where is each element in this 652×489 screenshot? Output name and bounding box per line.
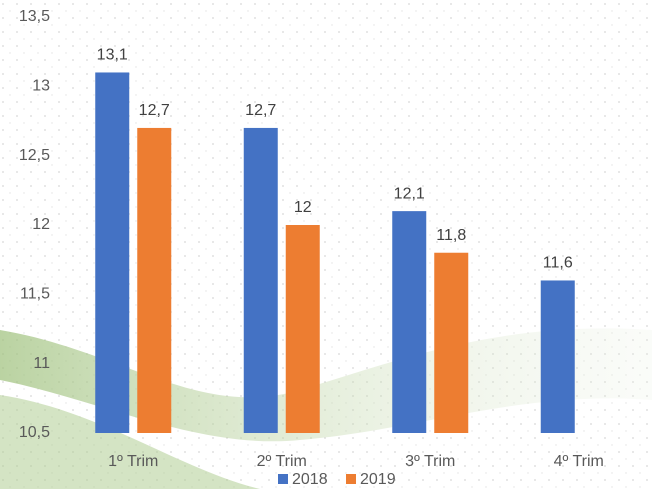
data-label: 13,1 xyxy=(97,47,128,64)
bar xyxy=(285,225,320,433)
bar xyxy=(540,280,575,433)
data-label: 11,8 xyxy=(436,227,466,244)
bar xyxy=(243,127,278,433)
x-tick-label: 4º Trim xyxy=(554,453,604,470)
bar xyxy=(95,72,130,433)
data-label: 12 xyxy=(294,199,312,216)
data-label: 12,1 xyxy=(394,185,425,202)
y-tick-label: 13,5 xyxy=(19,8,50,25)
background-wave xyxy=(0,395,260,489)
bar xyxy=(434,252,469,433)
data-label: 12,7 xyxy=(139,102,170,119)
y-tick-label: 12 xyxy=(32,216,50,233)
y-tick-label: 12,5 xyxy=(19,147,50,164)
data-label: 12,7 xyxy=(245,102,276,119)
x-tick-label: 3º Trim xyxy=(405,453,455,470)
y-tick-label: 11 xyxy=(33,355,50,372)
bar xyxy=(392,211,427,433)
x-tick-label: 1º Trim xyxy=(108,453,158,470)
x-tick-label: 2º Trim xyxy=(257,453,307,470)
y-tick-label: 11,5 xyxy=(20,286,50,303)
legend-swatch xyxy=(346,474,356,484)
data-label: 11,6 xyxy=(543,255,573,272)
bar xyxy=(137,127,172,433)
legend-label: 2019 xyxy=(360,471,396,488)
legend-swatch xyxy=(278,474,288,484)
y-tick-label: 13 xyxy=(32,78,50,95)
legend-label: 2018 xyxy=(292,471,328,488)
y-tick-label: 10,5 xyxy=(19,424,50,441)
